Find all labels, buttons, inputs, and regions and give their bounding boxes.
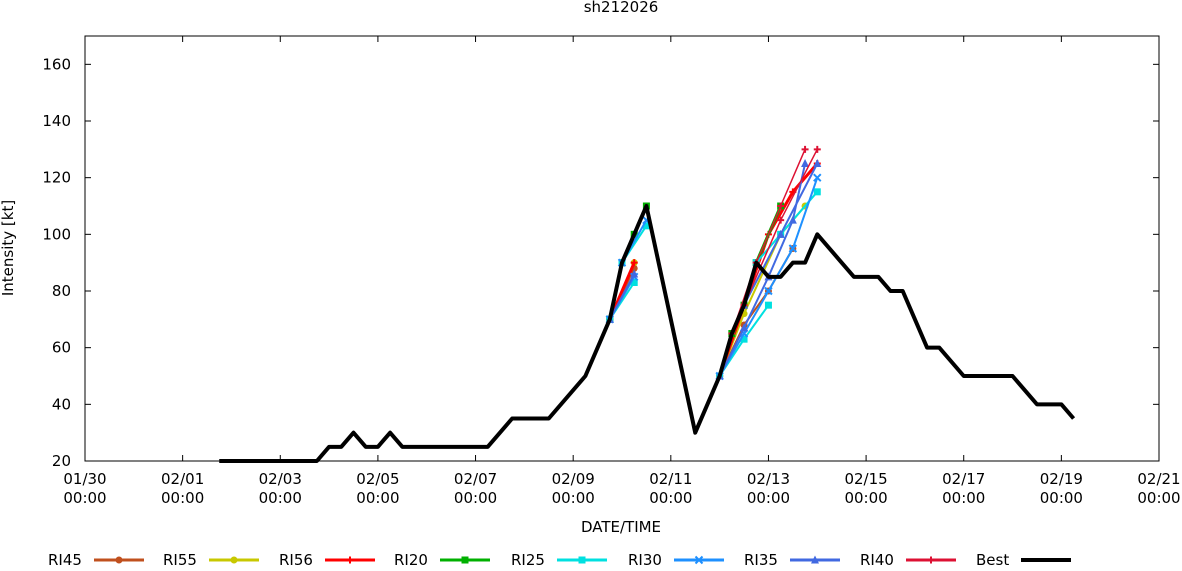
x-tick-label-date: 02/05	[356, 470, 399, 488]
x-tick-label-time: 00:00	[161, 489, 204, 507]
legend-ri25-point	[578, 556, 586, 564]
series-ri30-point	[813, 173, 822, 182]
y-tick-label: 120	[42, 169, 71, 187]
legend-ri55-point	[230, 556, 238, 564]
legend-ri20-point	[461, 556, 469, 564]
y-tick-label: 20	[52, 452, 71, 470]
x-tick-label-time: 00:00	[63, 489, 106, 507]
legend-ri56-point	[346, 556, 354, 564]
legend-label: RI25	[511, 551, 545, 569]
series-ri35-point	[740, 323, 749, 332]
x-tick-label-date: 02/15	[844, 470, 887, 488]
y-axis: 20 40 60 80 100 120 140 160	[42, 55, 1159, 470]
legend-item-ri56: RI56	[279, 549, 379, 571]
y-tick-label: 60	[52, 339, 71, 357]
legend-label: RI45	[48, 551, 82, 569]
x-tick-label-date: 02/09	[552, 470, 595, 488]
legend-item-ri20: RI20	[394, 549, 494, 571]
x-axis: 01/3000:0002/0100:0002/0300:0002/0500:00…	[63, 36, 1181, 507]
legend-swatch	[93, 556, 144, 564]
series-ri56-point	[630, 259, 638, 267]
y-tick-label: 160	[42, 55, 71, 73]
x-tick-label-date: 02/17	[942, 470, 985, 488]
series-ri30-point	[788, 244, 798, 253]
legend-label: RI56	[279, 551, 313, 569]
x-tick-label-time: 00:00	[747, 489, 790, 507]
y-axis-label: Intensity [kt]	[0, 200, 17, 296]
x-tick-label-time: 00:00	[942, 489, 985, 507]
legend-swatch	[208, 556, 259, 564]
series-ri25-point	[740, 335, 748, 343]
legend-label: RI20	[394, 551, 428, 569]
chart-title: sh212026	[584, 0, 659, 16]
legend-swatch	[556, 556, 607, 564]
series-ri40-point	[813, 145, 821, 153]
legend-ri40-point	[927, 556, 935, 564]
legend-swatch	[905, 556, 956, 564]
series-ri25-point	[764, 301, 772, 309]
series-ri40-point	[777, 202, 785, 210]
legend-swatch	[789, 555, 840, 564]
legend-item-ri45: RI45	[48, 549, 148, 571]
legend-label: RI30	[628, 551, 662, 569]
series-ri35-point	[813, 159, 822, 167]
x-tick-label-time: 00:00	[454, 489, 497, 507]
legend-label: RI35	[744, 551, 778, 569]
series-best	[219, 204, 1076, 463]
legend-label: RI40	[860, 551, 894, 569]
legend-swatch	[324, 556, 375, 564]
x-tick-label-date: 02/11	[649, 470, 692, 488]
series-ri30-point	[764, 286, 773, 296]
x-tick-label-time: 00:00	[1137, 489, 1180, 507]
legend-swatch	[439, 556, 490, 564]
legend-item-best: Best	[976, 549, 1075, 571]
x-tick-label-date: 02/21	[1137, 470, 1180, 488]
legend-item-ri25: RI25	[511, 549, 611, 571]
y-tick-label: 100	[42, 225, 71, 243]
legend-ri30-point	[694, 555, 704, 565]
series-ri35-point	[788, 215, 797, 224]
x-tick-label-date: 02/19	[1040, 470, 1083, 488]
x-tick-label-time: 00:00	[1040, 489, 1083, 507]
x-tick-label-date: 02/07	[454, 470, 497, 488]
y-tick-label: 140	[42, 112, 71, 130]
series-best-line	[219, 204, 1076, 463]
x-axis-label: DATE/TIME	[581, 518, 661, 536]
plot-frame	[84, 35, 1160, 462]
legend-ri45-point	[115, 556, 123, 564]
x-tick-label-time: 00:00	[356, 489, 399, 507]
series-ri40-point	[777, 216, 785, 224]
legend-item-ri30: RI30	[628, 549, 728, 571]
series-ri25-point	[813, 188, 821, 196]
x-tick-label-time: 00:00	[649, 489, 692, 507]
series-ri35-point	[630, 269, 639, 278]
series-ri25-point	[642, 222, 650, 230]
series-ri35-point	[801, 159, 810, 167]
y-tick-label: 40	[52, 395, 71, 413]
x-tick-label-date: 02/01	[161, 470, 204, 488]
x-tick-label-date: 02/03	[259, 470, 302, 488]
legend-item-ri55: RI55	[163, 549, 263, 571]
legend-swatch	[1021, 558, 1072, 562]
x-tick-label-date: 01/30	[63, 470, 106, 488]
legend-label: RI55	[163, 551, 197, 569]
legend-label: Best	[976, 551, 1010, 569]
legend-ri35-point	[810, 555, 819, 564]
series-ri35-point	[776, 229, 785, 238]
series-ri40-point	[801, 145, 809, 153]
legend-swatch	[673, 555, 724, 565]
x-tick-label-date: 02/13	[747, 470, 790, 488]
y-tick-label: 80	[52, 282, 71, 300]
x-tick-label-time: 00:00	[259, 489, 302, 507]
legend-item-ri35: RI35	[744, 549, 844, 571]
legend-item-ri40: RI40	[860, 549, 960, 571]
legend: RI45 RI55 RI56 RI20 RI25 RI30 RI35 RI40 Best	[0, 549, 1182, 571]
series-ri25-point	[630, 279, 638, 286]
x-tick-label-time: 00:00	[844, 489, 887, 507]
x-tick-label-time: 00:00	[552, 489, 595, 507]
series-ri35-line	[608, 273, 636, 320]
series-layer	[219, 145, 1076, 463]
